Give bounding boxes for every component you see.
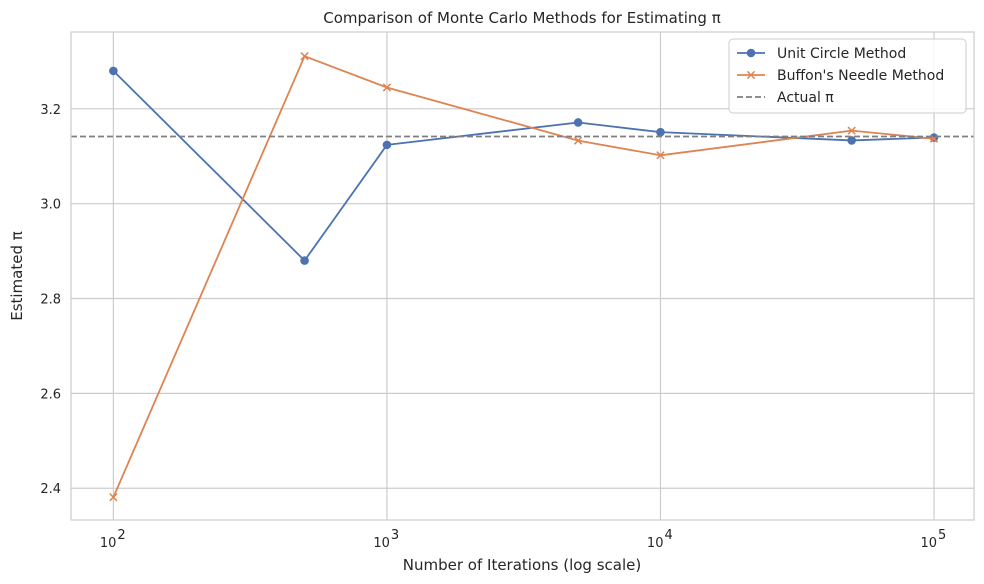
data-point [656, 127, 665, 137]
data-point [300, 52, 309, 61]
marker-stroke [656, 151, 665, 160]
marker-stroke [573, 136, 583, 145]
legend-marker [746, 70, 756, 80]
marker-stroke [847, 126, 856, 135]
marker-stroke [109, 493, 118, 502]
x-tick-exponent: 3 [391, 528, 399, 543]
legend-item: Actual π [737, 90, 834, 106]
data-point [656, 151, 665, 160]
x-tick-base: 10 [920, 536, 937, 551]
marker-stroke [300, 52, 309, 61]
data-point [300, 256, 309, 265]
legend-label: Actual π [777, 90, 834, 106]
marker-stroke [382, 83, 392, 92]
legend-item: Buffon's Needle Method [737, 68, 944, 84]
x-tick-exponent: 4 [664, 528, 672, 543]
data-point [382, 83, 392, 92]
legend: Unit Circle Method Buffon's Needle Method… [728, 38, 967, 114]
y-tick-label: 3.0 [40, 198, 61, 213]
legend-label: Buffon's Needle Method [777, 68, 944, 84]
data-point [109, 493, 118, 502]
x-tick-label: 105 [920, 528, 946, 551]
y-tick-label: 2.4 [40, 482, 61, 497]
chart-title: Comparison of Monte Carlo Methods for Es… [323, 9, 721, 27]
data-point [573, 136, 583, 145]
y-tick-label: 2.8 [40, 293, 61, 308]
x-tick-exponent: 5 [938, 528, 946, 543]
x-tick-base: 10 [647, 536, 664, 551]
x-tick-base: 10 [100, 536, 117, 551]
legend-label: Unit Circle Method [777, 46, 906, 62]
x-tick-exponent: 2 [117, 528, 125, 543]
axes-frame [70, 31, 975, 521]
data-point [847, 136, 856, 145]
x-tick-label: 103 [373, 528, 399, 551]
y-tick-label: 3.2 [40, 103, 61, 118]
legend-item: Unit Circle Method [737, 46, 906, 62]
legend-marker [746, 48, 756, 58]
x-tick-base: 10 [373, 536, 390, 551]
y-tick-label: 2.6 [40, 387, 61, 402]
data-point [573, 118, 583, 127]
x-axis-label: Number of Iterations (log scale) [403, 556, 641, 574]
x-tick-label: 104 [647, 528, 673, 551]
legend-box [728, 38, 967, 114]
data-point [929, 133, 939, 142]
x-tick-label: 102 [100, 528, 126, 551]
y-axis-label: Estimated π [8, 231, 26, 321]
data-point [109, 66, 118, 76]
plot-area [71, 52, 974, 502]
data-point [847, 126, 856, 135]
data-point [382, 140, 392, 150]
